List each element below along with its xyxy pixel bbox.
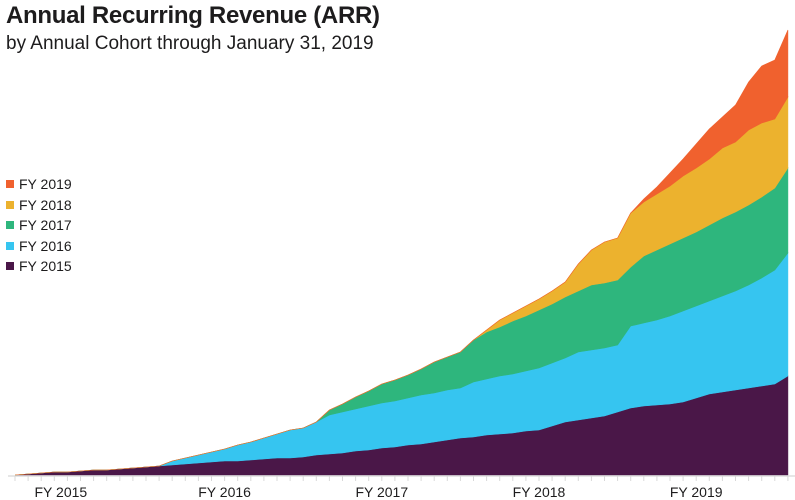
legend-swatch xyxy=(6,221,14,230)
x-tick-label: FY 2017 xyxy=(355,484,408,500)
legend-item: FY 2018 xyxy=(6,195,72,216)
legend: FY 2019 FY 2018 FY 2017 FY 2016 FY 2015 xyxy=(6,174,72,277)
legend-label: FY 2018 xyxy=(19,196,72,213)
legend-swatch xyxy=(6,180,14,189)
legend-label: FY 2017 xyxy=(19,217,72,234)
area-fy-2019 xyxy=(14,29,789,476)
chart-title: Annual Recurring Revenue (ARR) xyxy=(6,2,380,29)
legend-item: FY 2016 xyxy=(6,236,72,257)
x-tick-label: FY 2015 xyxy=(35,484,88,500)
legend-label: FY 2016 xyxy=(19,237,72,254)
x-tick-label: FY 2016 xyxy=(198,484,251,500)
legend-item: FY 2015 xyxy=(6,256,72,277)
x-tick-label: FY 2018 xyxy=(513,484,566,500)
legend-label: FY 2015 xyxy=(19,258,72,275)
legend-label: FY 2019 xyxy=(19,176,72,193)
legend-swatch xyxy=(6,200,14,209)
chart-subtitle: by Annual Cohort through January 31, 201… xyxy=(6,33,374,54)
legend-item: FY 2019 xyxy=(6,174,72,195)
legend-swatch xyxy=(6,262,14,271)
legend-swatch xyxy=(6,241,14,250)
legend-item: FY 2017 xyxy=(6,215,72,236)
x-tick-label: FY 2019 xyxy=(670,484,723,500)
